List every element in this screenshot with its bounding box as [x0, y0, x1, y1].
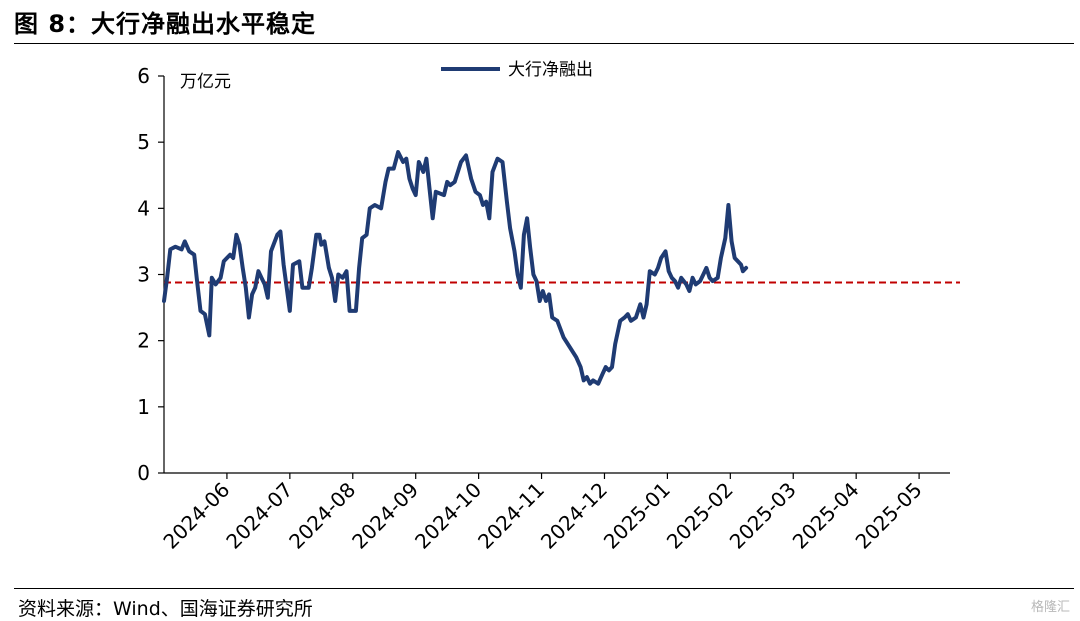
legend-label: 大行净融出 [508, 60, 593, 80]
plot-area [162, 150, 960, 386]
chart-axes [163, 76, 950, 474]
x-tick-label: 2024-10 [410, 478, 486, 554]
y-tick-label: 6 [137, 64, 150, 88]
x-tick-label: 2025-03 [725, 478, 801, 554]
y-tick-label: 3 [137, 263, 150, 287]
watermark-logo: 格隆汇 [1030, 600, 1070, 615]
x-tick-label: 2024-11 [473, 478, 549, 554]
y-axis-unit-label: 万亿元 [180, 72, 231, 92]
legend: 大行净融出 [441, 60, 593, 80]
y-tick-label: 2 [137, 329, 150, 353]
x-tick-label: 2025-02 [662, 478, 738, 554]
x-axis-ticks: 2024-062024-072024-082024-092024-102024-… [158, 473, 927, 554]
x-tick-label: 2024-08 [284, 478, 360, 554]
y-axis-ticks: 0 1 2 3 4 5 6 [137, 64, 164, 485]
figure-title: 图 8：大行净融出水平稳定 [14, 10, 317, 38]
x-tick-label: 2024-12 [536, 478, 612, 554]
series-line [162, 150, 749, 386]
y-tick-label: 5 [137, 130, 150, 154]
source-note: 资料来源：Wind、国海证券研究所 [18, 598, 313, 620]
y-tick-label: 4 [137, 196, 150, 220]
x-tick-label: 2025-05 [851, 478, 927, 554]
x-tick-label: 2024-09 [347, 478, 423, 554]
source-rule [14, 588, 1074, 589]
y-tick-label: 0 [137, 461, 150, 485]
x-tick-label: 2025-04 [788, 478, 864, 554]
x-tick-label: 2024-07 [221, 478, 297, 554]
title-rule [14, 43, 1074, 44]
x-tick-label: 2025-01 [599, 478, 675, 554]
x-tick-label: 2024-06 [158, 478, 234, 554]
y-tick-label: 1 [137, 395, 150, 419]
